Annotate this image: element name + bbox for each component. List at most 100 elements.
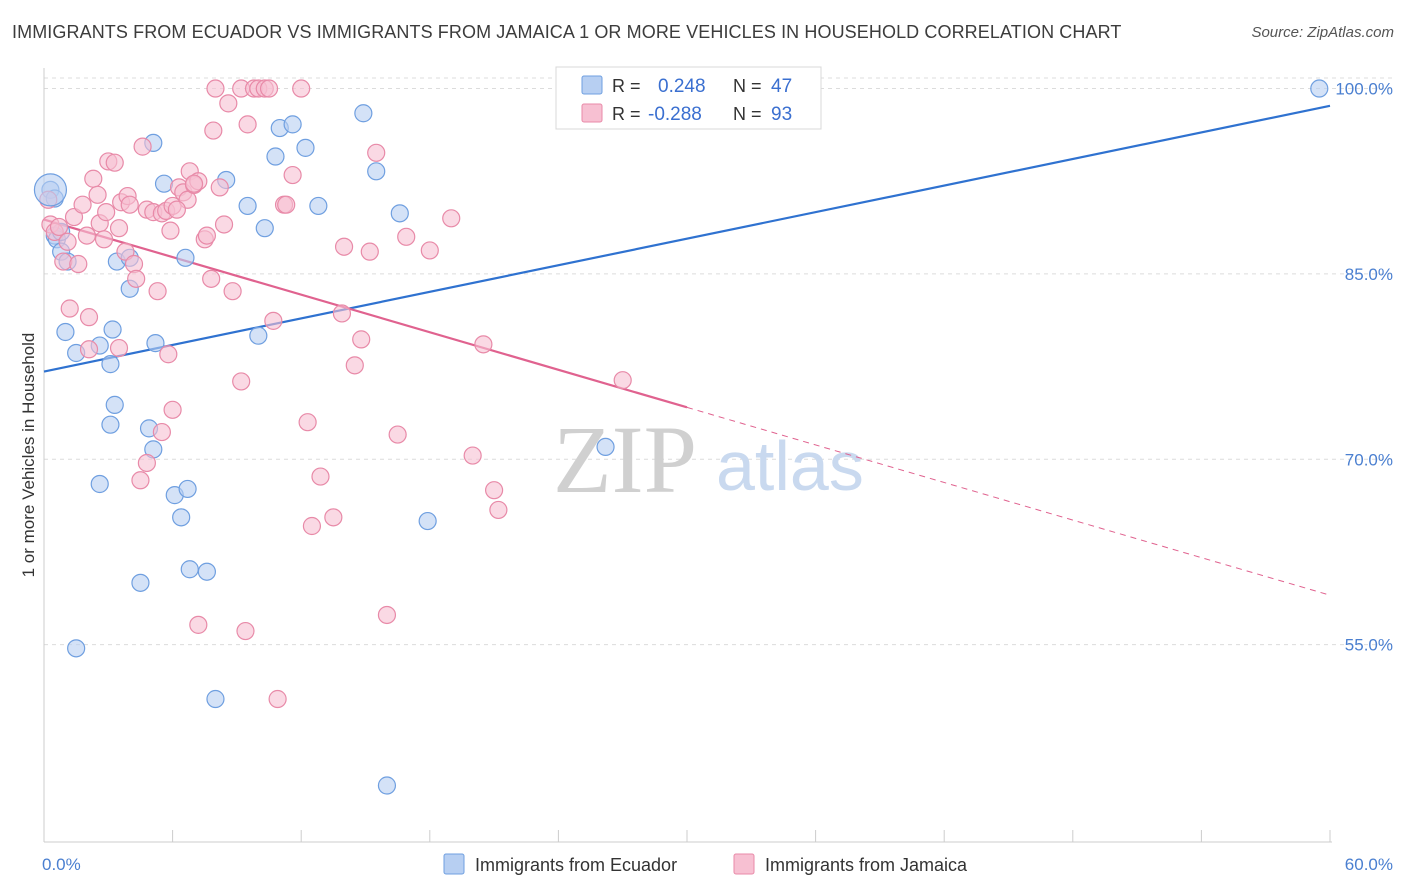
data-points (33, 79, 1329, 795)
series-legend-ecuador: Immigrants from Ecuador (475, 855, 677, 875)
jamaica-point (377, 605, 397, 625)
jamaica-point (109, 219, 129, 238)
ecuador-point (172, 508, 191, 527)
ecuador-point (1310, 79, 1329, 98)
jamaica-point (133, 137, 152, 156)
jamaica-point (49, 217, 69, 237)
chart-source: Source: ZipAtlas.com (1251, 24, 1394, 41)
jamaica-point (163, 400, 182, 419)
jamaica-point (109, 338, 129, 358)
y-tick-label: 55.0% (1345, 636, 1393, 655)
y-axis-label: 1 or more Vehicles in Household (19, 333, 38, 578)
ecuador-point (56, 322, 75, 342)
jamaica-point (223, 282, 242, 301)
legend-swatch-jamaica (581, 103, 603, 123)
ecuador-point (309, 196, 328, 216)
jamaica-point (236, 621, 255, 641)
jamaica-point (388, 425, 407, 444)
y-tick-label: 100.0% (1335, 80, 1393, 99)
legend-r-label-ecuador: R = (612, 76, 641, 96)
jamaica-point (489, 500, 508, 520)
y-tick-label: 70.0% (1345, 450, 1393, 469)
jamaica-point (360, 242, 379, 261)
jamaica-point (298, 413, 317, 432)
ecuador-point (249, 326, 268, 345)
jamaica-point (197, 226, 216, 245)
jamaica-point (97, 203, 116, 222)
jamaica-point (105, 153, 124, 172)
ecuador-point (596, 437, 615, 457)
ecuador-point (390, 204, 409, 223)
ecuador-point (178, 479, 197, 499)
jamaica-point (58, 232, 77, 251)
jamaica-point (116, 242, 135, 261)
jamaica-point (259, 79, 279, 98)
chart-title: IMMIGRANTS FROM ECUADOR VS IMMIGRANTS FR… (12, 22, 1122, 42)
ecuador-point (180, 560, 199, 579)
jamaica-point (124, 254, 144, 274)
jamaica-point (54, 252, 73, 271)
jamaica-point (277, 195, 296, 214)
ecuador-point (377, 776, 397, 795)
jamaica-point (352, 330, 371, 349)
jamaica-point (167, 200, 186, 219)
jamaica-point (210, 178, 229, 197)
jamaica-point (88, 185, 107, 204)
jamaica-point (120, 195, 139, 214)
jamaica-point (77, 226, 96, 245)
jamaica-point (84, 169, 103, 188)
jamaica-point (238, 115, 257, 134)
ecuador-point (154, 174, 174, 193)
jamaica-point (161, 221, 180, 240)
jamaica-point (311, 467, 330, 486)
jamaica-trend-extrapolation (686, 406, 1331, 596)
series-legend-swatch-ecuador (443, 853, 465, 875)
ecuador-point (255, 219, 274, 238)
jamaica-point (420, 241, 439, 260)
ecuador-point (131, 573, 150, 592)
jamaica-point (64, 207, 84, 227)
jamaica-point (127, 269, 146, 288)
jamaica-point (442, 209, 461, 228)
legend-r-value-jamaica: -0.288 (648, 104, 702, 125)
jamaica-point (367, 143, 386, 162)
ecuador-point (101, 415, 120, 434)
jamaica-point (79, 340, 99, 359)
jamaica-point (324, 508, 343, 527)
watermark-atlas: atlas (716, 427, 864, 505)
jamaica-point (613, 371, 632, 390)
jamaica-point (137, 453, 156, 473)
jamaica-point (332, 304, 352, 323)
jamaica-point (204, 121, 223, 140)
watermark-zip: ZIP (553, 406, 697, 513)
jamaica-point (131, 471, 150, 490)
x-tick-labels: 0.0% 60.0% (42, 855, 1393, 874)
ecuador-point (354, 104, 373, 123)
jamaica-point (184, 174, 204, 193)
legend-n-value-jamaica: 93 (771, 104, 792, 125)
watermark: ZIP atlas (553, 406, 864, 513)
ecuador-point (90, 474, 109, 494)
ecuador-trend-line (43, 104, 1331, 373)
ecuador-point (176, 248, 195, 267)
jamaica-point (397, 227, 416, 246)
ecuador-point (367, 162, 386, 181)
ecuador-point (206, 689, 225, 709)
ecuador-point (105, 395, 124, 414)
jamaica-point (79, 308, 99, 327)
jamaica-point (334, 237, 354, 256)
legend-n-value-ecuador: 47 (771, 76, 792, 97)
legend-r-value-ecuador: 0.248 (658, 76, 706, 97)
correlation-legend: R = 0.248 N = 47 R = -0.288 N = 93 (555, 66, 822, 130)
trend-lines (43, 104, 1331, 596)
jamaica-point (345, 356, 364, 375)
grid-lines (44, 77, 1392, 646)
ecuador-point-large (33, 173, 68, 207)
jamaica-point (474, 335, 493, 354)
jamaica-point (60, 299, 79, 318)
jamaica-point (463, 446, 482, 465)
jamaica-point (159, 345, 178, 364)
jamaica-point (73, 195, 92, 214)
jamaica-point (283, 165, 302, 185)
ecuador-point (197, 562, 216, 581)
